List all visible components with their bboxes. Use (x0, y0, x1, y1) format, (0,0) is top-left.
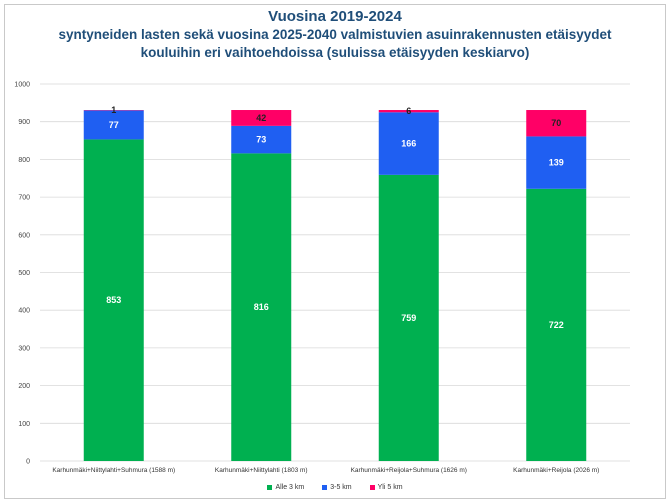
y-tick-label-0: 0 (26, 459, 30, 466)
y-tick-label-400: 400 (18, 308, 30, 315)
y-tick-label-800: 800 (18, 157, 30, 164)
x-category-label-4: Karhunmäki+Reijola (2026 m) (513, 467, 599, 474)
legend-item-1: Alle 3 km (267, 484, 304, 491)
y-axis-ticks: 0 100 200 300 400 500 600 700 800 900 1000 (14, 82, 30, 466)
y-tick-label-100: 100 (18, 421, 30, 428)
legend-item-2: 3-5 km (322, 484, 352, 491)
data-label-2-2: 73 (256, 135, 266, 145)
y-tick-label-900: 900 (18, 119, 30, 126)
data-label-1-2: 77 (109, 120, 119, 130)
y-tick-label-600: 600 (18, 232, 30, 239)
data-label-4-2: 139 (549, 158, 564, 168)
legend-label-1: Alle 3 km (275, 484, 305, 491)
bar-4-alle-3-km (526, 188, 587, 461)
bars: 853 77 1 816 73 42 759 166 6 722 139 70 (83, 105, 587, 462)
data-label-3-3: 6 (406, 106, 411, 116)
bar-1-alle-3-km (83, 139, 144, 461)
y-tick-label-1000: 1000 (14, 82, 30, 89)
data-label-4-1: 722 (549, 320, 564, 330)
bar-3-alle-3-km (378, 174, 439, 461)
bar-2-3-5-km (231, 125, 292, 154)
chart-title: Vuosina 2019-2024 (268, 8, 402, 25)
data-label-3-1: 759 (401, 313, 416, 323)
x-axis-labels: Karhunmäki+Niittylahti+Suhmura (1588 m) K… (52, 467, 599, 474)
bar-2-yli-5-km (231, 110, 292, 126)
legend-item-3: Yli 5 km (369, 484, 403, 491)
chart-subtitle-line-2: kouluihin eri vaihtoehdoissa (suluissa e… (140, 45, 530, 60)
legend-label-2: 3-5 km (330, 484, 352, 491)
legend-swatch-3 (369, 484, 375, 490)
legend-swatch-2 (322, 484, 328, 490)
legend-swatch-1 (267, 484, 273, 490)
x-category-label-2: Karhunmäki+Niittylahti (1803 m) (215, 467, 308, 474)
data-label-2-1: 816 (254, 302, 269, 312)
chart-titles: Vuosina 2019-2024 syntyneiden lasten sek… (0, 7, 670, 62)
legend: Alle 3 km 3-5 km Yli 5 km (0, 484, 670, 491)
bar-3-yli-5-km (378, 110, 439, 113)
x-category-label-1: Karhunmäki+Niittylahti+Suhmura (1588 m) (52, 467, 175, 474)
legend-label-3: Yli 5 km (377, 484, 403, 491)
y-tick-label-700: 700 (18, 195, 30, 202)
chart-subtitle-line-1: syntyneiden lasten sekä vuosina 2025-204… (58, 27, 612, 42)
y-tick-label-300: 300 (18, 345, 30, 352)
data-label-1-3: 1 (111, 105, 116, 115)
data-label-1-1: 853 (106, 295, 121, 305)
x-category-label-3: Karhunmäki+Reijola+Suhmura (1626 m) (351, 467, 467, 474)
bar-4-3-5-km (526, 136, 587, 189)
bar-1-3-5-km (83, 110, 144, 140)
data-label-4-3: 70 (551, 118, 561, 128)
bar-2-alle-3-km (231, 153, 292, 462)
data-label-2-3: 42 (256, 113, 266, 123)
bar-3-3-5-km (378, 112, 439, 175)
y-tick-label-200: 200 (18, 383, 30, 390)
bar-4-yli-5-km (526, 110, 587, 137)
y-tick-label-500: 500 (18, 270, 30, 277)
data-label-3-2: 166 (401, 139, 416, 149)
